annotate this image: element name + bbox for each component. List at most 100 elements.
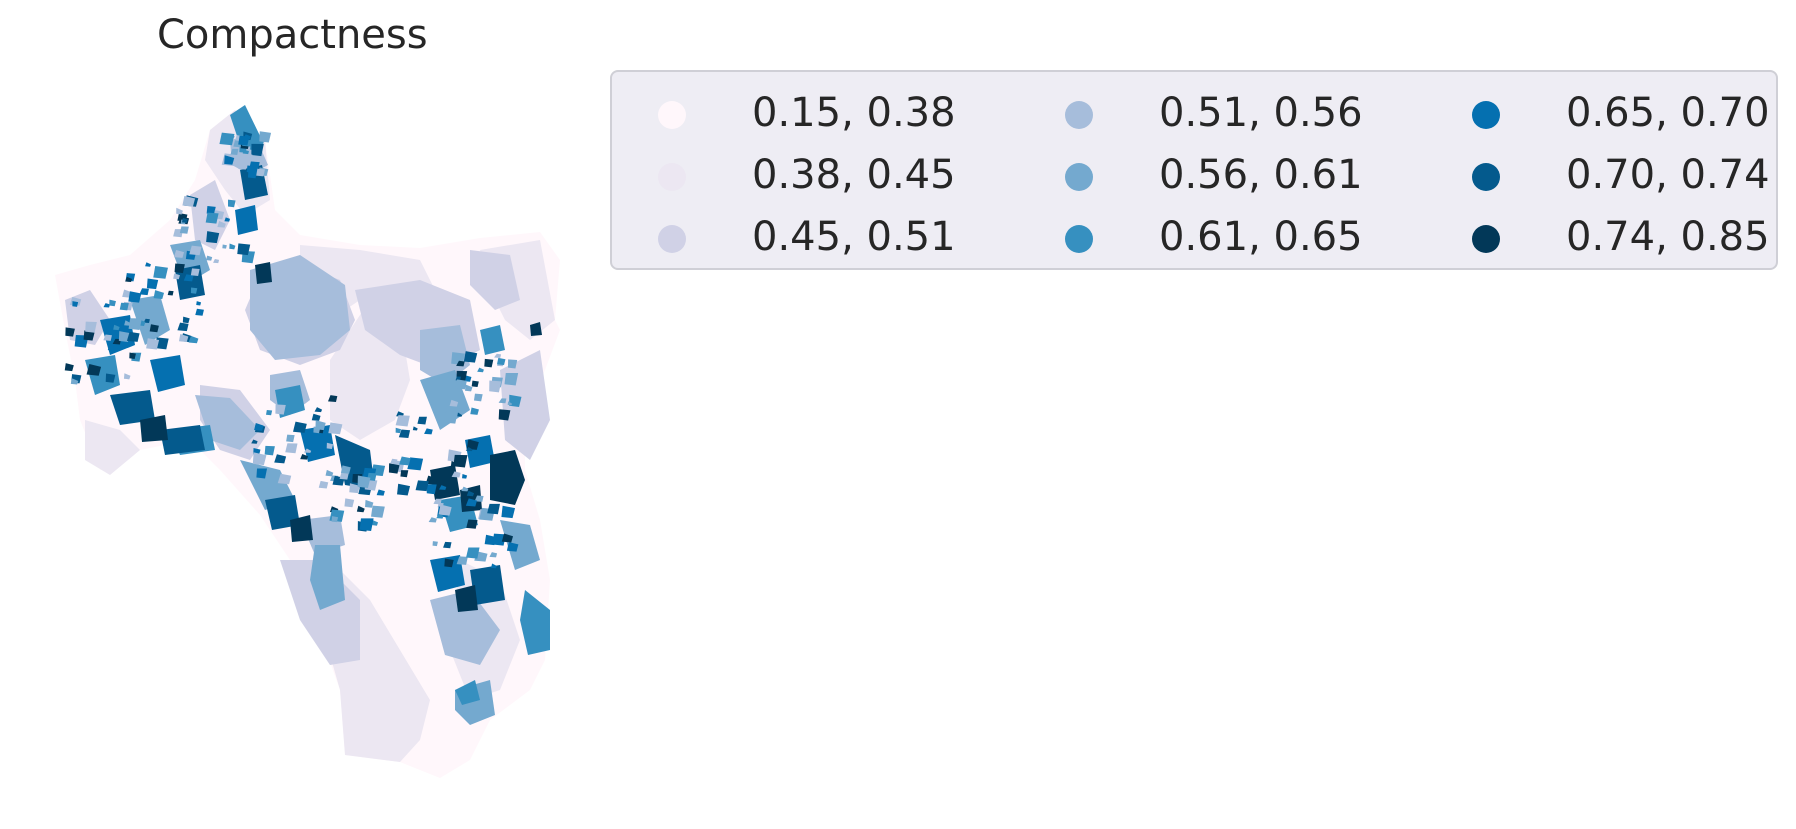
map-patch bbox=[103, 303, 110, 308]
map-patch bbox=[176, 207, 183, 215]
legend-swatch bbox=[1065, 101, 1093, 129]
map-patch bbox=[444, 558, 454, 568]
legend-swatch bbox=[1065, 225, 1093, 253]
region bbox=[310, 545, 345, 610]
region bbox=[470, 250, 520, 310]
map-patch bbox=[303, 448, 312, 453]
map-patch bbox=[237, 243, 251, 256]
map-patch bbox=[328, 395, 338, 403]
map-patch bbox=[489, 552, 498, 558]
map-legend: 0.15, 0.38 0.38, 0.45 0.45, 0.51 0.51, 0… bbox=[610, 70, 1778, 270]
map-patch bbox=[426, 484, 437, 495]
map-patch bbox=[146, 278, 159, 290]
map-patch bbox=[189, 245, 202, 256]
region bbox=[420, 325, 470, 385]
map-patch bbox=[489, 380, 502, 393]
legend-label: 0.61, 0.65 bbox=[1159, 214, 1363, 260]
map-patch bbox=[70, 378, 79, 385]
map-patch bbox=[325, 469, 334, 477]
map-patch bbox=[149, 324, 159, 333]
map-patch bbox=[179, 226, 189, 234]
map-patch bbox=[466, 439, 479, 450]
map-patches bbox=[64, 131, 522, 569]
map-patch bbox=[428, 517, 437, 523]
map-patch bbox=[167, 290, 174, 296]
map-patch bbox=[471, 380, 479, 388]
map-patch bbox=[129, 352, 136, 359]
map-patch bbox=[456, 360, 465, 367]
map-patch bbox=[224, 155, 235, 165]
legend-swatch bbox=[1472, 225, 1500, 253]
map-patch bbox=[242, 149, 249, 155]
map-patch bbox=[449, 399, 459, 407]
legend-label: 0.65, 0.70 bbox=[1566, 90, 1770, 136]
map-patch bbox=[407, 457, 424, 471]
map-patch bbox=[372, 520, 379, 526]
map-patch bbox=[266, 409, 273, 416]
map-patch bbox=[173, 250, 185, 258]
map-patch bbox=[344, 498, 355, 508]
legend-swatch bbox=[658, 225, 686, 253]
map-patch bbox=[328, 422, 343, 435]
map-patch bbox=[118, 331, 131, 342]
map-patch bbox=[153, 290, 165, 300]
map-patch bbox=[227, 199, 236, 208]
map-patch bbox=[182, 316, 190, 324]
map-patch bbox=[128, 318, 142, 330]
map-patch bbox=[126, 331, 140, 342]
map-patch bbox=[274, 454, 287, 464]
map-patch bbox=[398, 429, 411, 439]
map-patch bbox=[425, 475, 438, 485]
choropleth-map bbox=[55, 105, 560, 778]
map-patch bbox=[205, 255, 213, 261]
legend-label: 0.74, 0.85 bbox=[1566, 214, 1770, 260]
map-patch bbox=[395, 427, 402, 434]
map-patch bbox=[229, 243, 236, 250]
region bbox=[430, 590, 500, 665]
map-patch bbox=[190, 268, 200, 277]
map-patch bbox=[433, 498, 442, 505]
map-patch bbox=[300, 453, 309, 460]
region bbox=[160, 425, 205, 455]
map-patch bbox=[190, 287, 198, 294]
region bbox=[235, 205, 258, 235]
map-patch bbox=[390, 458, 398, 464]
map-patch bbox=[356, 505, 365, 513]
legend-label: 0.56, 0.61 bbox=[1159, 152, 1363, 198]
map-patch bbox=[492, 533, 506, 546]
map-patch bbox=[264, 445, 275, 456]
map-patch bbox=[311, 413, 321, 421]
region bbox=[530, 322, 542, 336]
map-patch bbox=[153, 266, 168, 279]
map-patch bbox=[206, 205, 216, 215]
map-patch bbox=[113, 324, 120, 331]
map-patch bbox=[470, 407, 479, 415]
map-patch bbox=[206, 231, 220, 244]
map-patch bbox=[256, 468, 268, 479]
map-patch bbox=[491, 563, 497, 569]
map-patch bbox=[451, 471, 461, 478]
legend-swatch bbox=[1472, 101, 1500, 129]
map-patch bbox=[388, 463, 400, 474]
region bbox=[490, 450, 525, 505]
map-patch bbox=[415, 480, 429, 492]
region bbox=[255, 262, 272, 284]
map-patch bbox=[139, 288, 149, 296]
map-patch bbox=[314, 407, 323, 413]
map-patch bbox=[85, 321, 97, 333]
region bbox=[290, 515, 313, 542]
map-patch bbox=[371, 505, 385, 518]
map-patch bbox=[182, 195, 196, 207]
map-patch bbox=[376, 489, 385, 496]
map-patch bbox=[474, 495, 484, 502]
map-patch bbox=[461, 486, 469, 492]
map-patch bbox=[466, 490, 475, 497]
map-patch bbox=[238, 135, 250, 146]
map-patch bbox=[457, 412, 463, 417]
region bbox=[480, 325, 505, 355]
map-patch bbox=[399, 456, 411, 466]
region bbox=[85, 420, 140, 475]
map-patch bbox=[501, 505, 516, 519]
map-patch bbox=[484, 358, 494, 368]
map-patch bbox=[465, 446, 473, 452]
